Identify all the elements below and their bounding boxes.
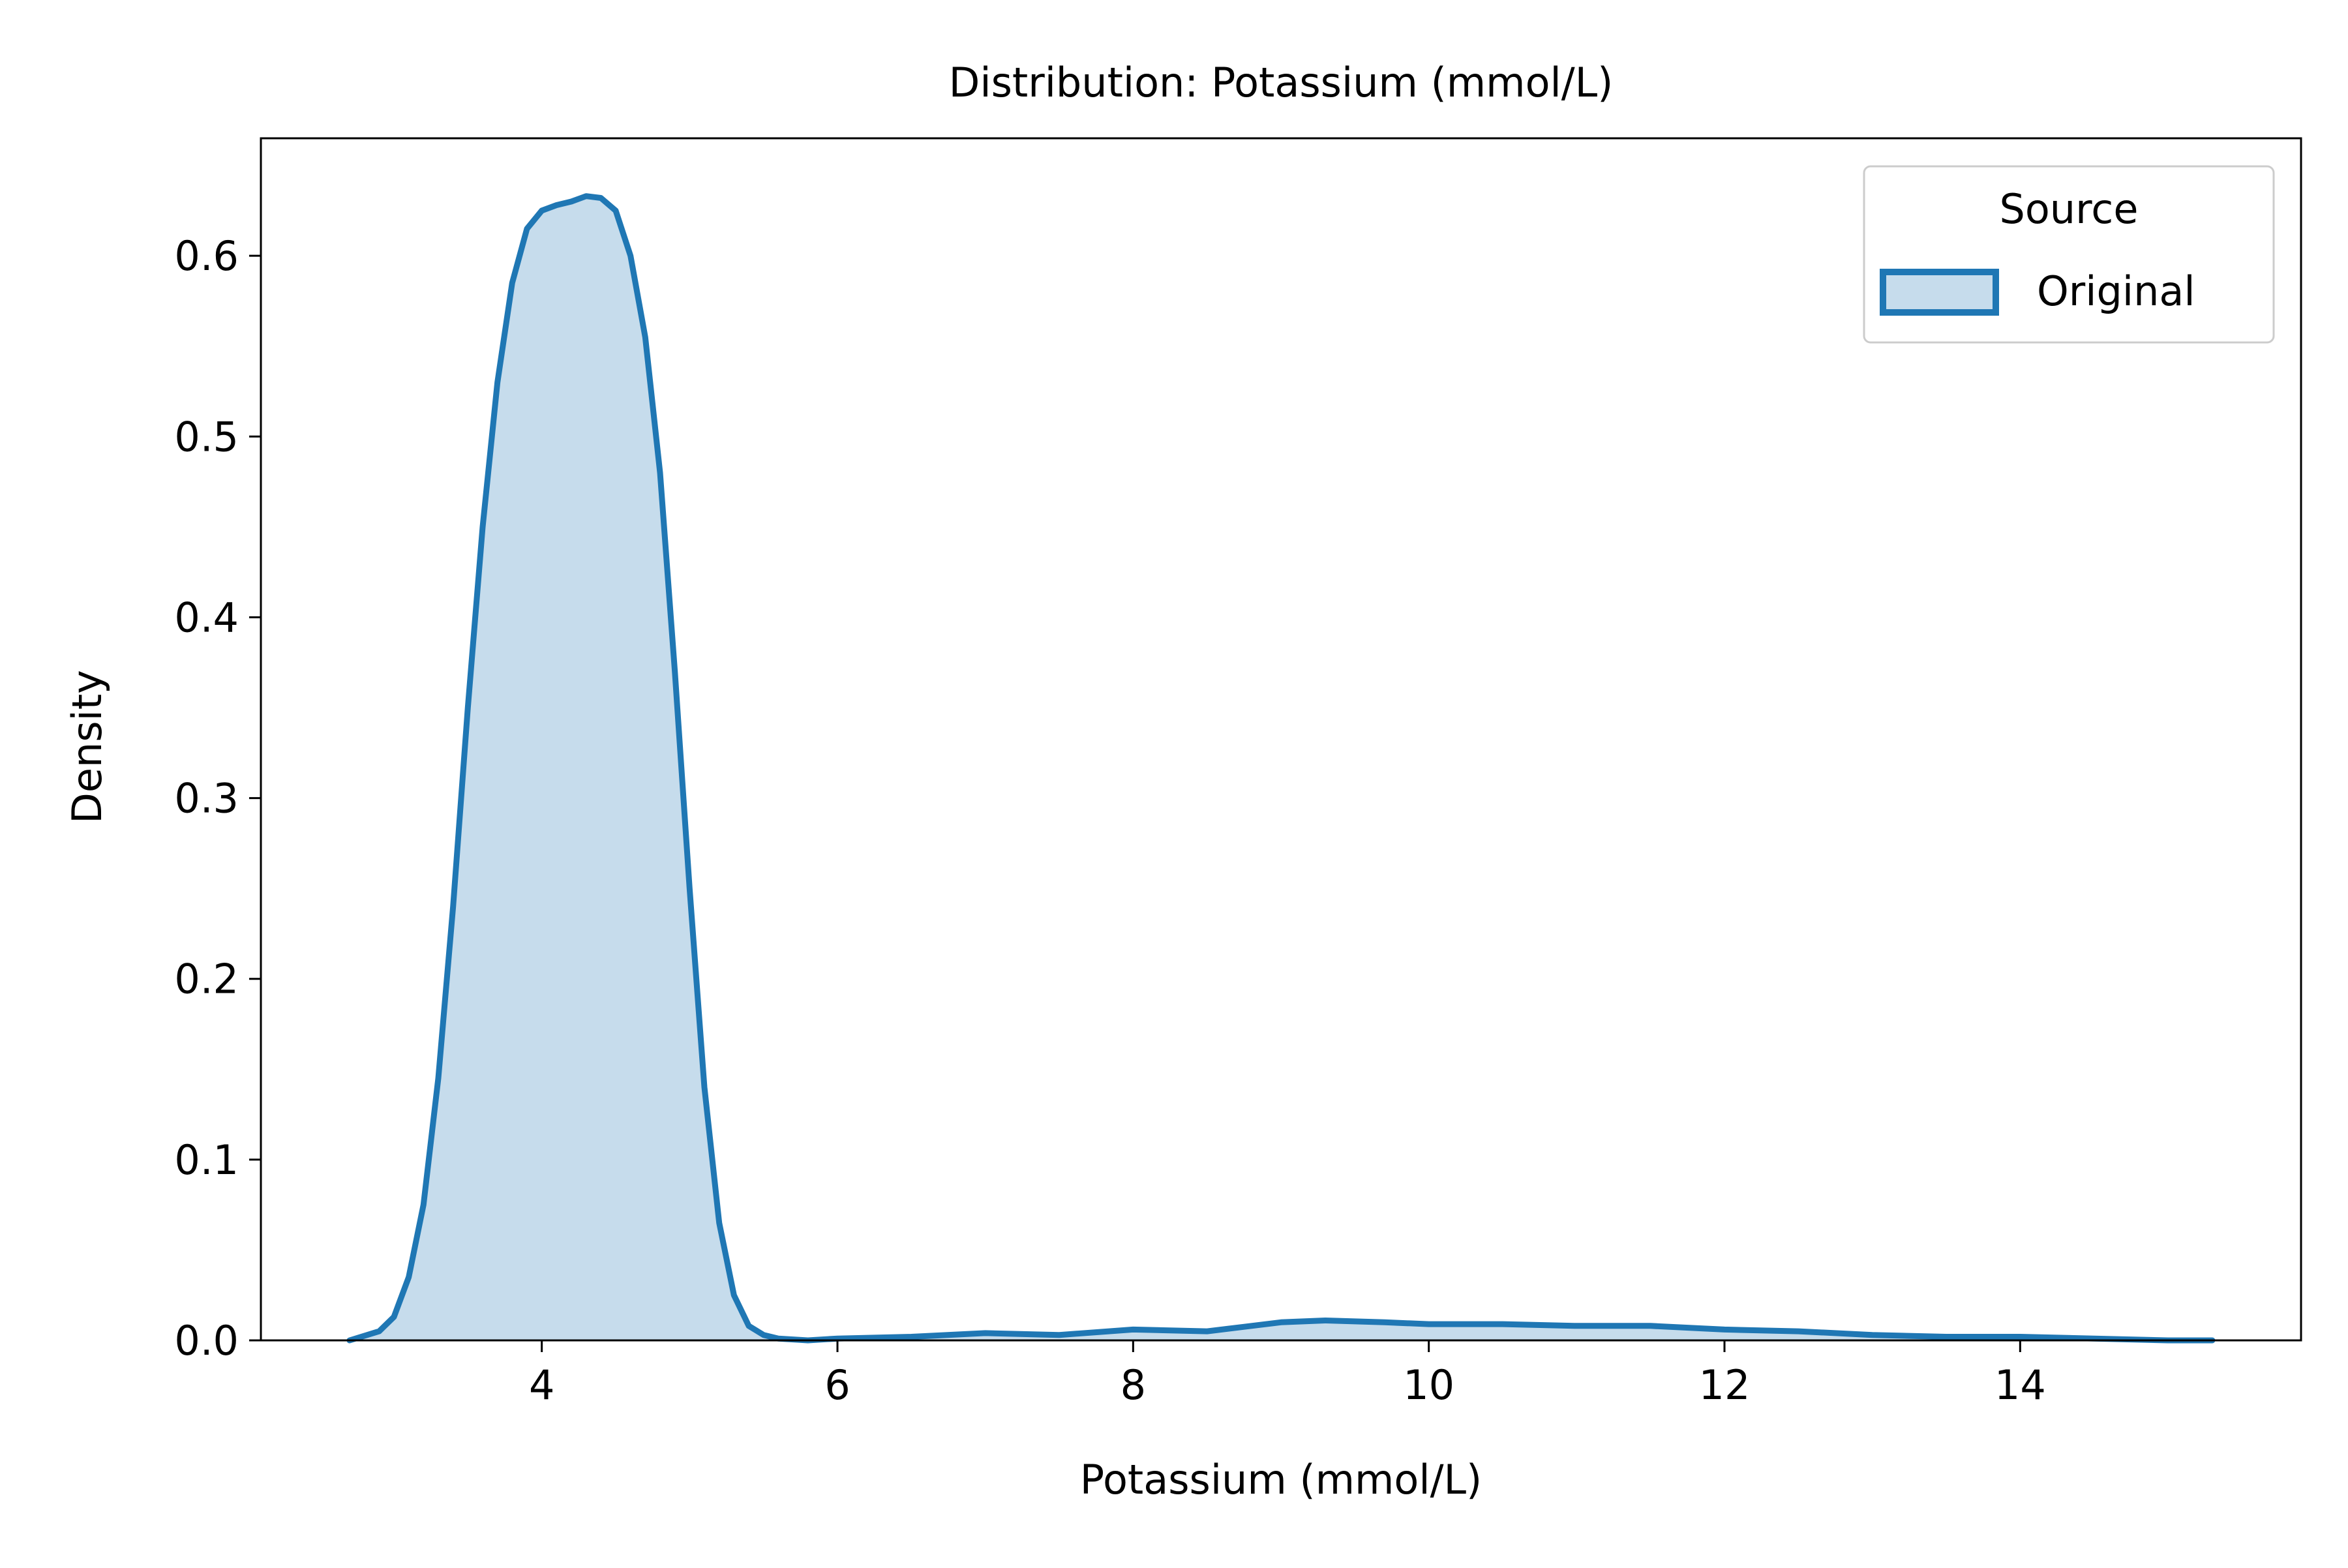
x-tick-label: 4 [529,1361,554,1409]
plot-area [346,193,2216,1344]
density-area-original [350,196,2212,1341]
y-tick-label: 0.5 [174,413,239,460]
y-tick-label: 0.6 [174,232,239,280]
legend-swatch-original [1880,269,1999,316]
x-axis: 4 6 8 10 12 14 [529,1340,2046,1409]
x-tick-label: 8 [1121,1361,1146,1409]
x-tick-label: 14 [1994,1361,2046,1409]
chart-title: Distribution: Potassium (mmol/L) [949,59,1614,106]
x-axis-label: Potassium (mmol/L) [1080,1456,1482,1503]
x-tick-label: 6 [824,1361,850,1409]
y-tick-label: 0.2 [174,956,239,1003]
y-tick-label: 0.3 [174,775,239,822]
y-axis: 0.0 0.1 0.2 0.3 0.4 0.5 0.6 [174,232,261,1364]
legend-title: Source [2000,185,2139,233]
density-line-original [346,193,2216,1344]
axes-frame [260,137,2302,1342]
x-tick-label: 10 [1403,1361,1454,1409]
y-tick-label: 0.1 [174,1136,239,1184]
y-tick-label: 0.0 [174,1317,239,1364]
x-tick-label: 12 [1699,1361,1751,1409]
legend-entry-original: Original [2037,267,2195,315]
legend: Source Original [1863,165,2275,344]
y-axis-label: Density [63,670,111,824]
y-tick-label: 0.4 [174,594,239,641]
